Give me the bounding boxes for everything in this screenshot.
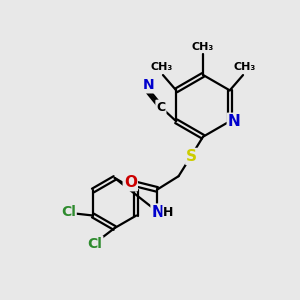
Text: CH₃: CH₃	[192, 42, 214, 52]
Text: CH₃: CH₃	[233, 62, 256, 72]
Text: N: N	[143, 78, 154, 92]
Text: Cl: Cl	[61, 205, 76, 219]
Text: H: H	[164, 206, 174, 219]
Text: C: C	[156, 101, 166, 114]
Text: N: N	[152, 205, 164, 220]
Text: Cl: Cl	[88, 237, 102, 251]
Text: S: S	[186, 149, 197, 164]
Text: O: O	[124, 175, 137, 190]
Text: N: N	[228, 114, 241, 129]
Text: CH₃: CH₃	[150, 62, 172, 72]
